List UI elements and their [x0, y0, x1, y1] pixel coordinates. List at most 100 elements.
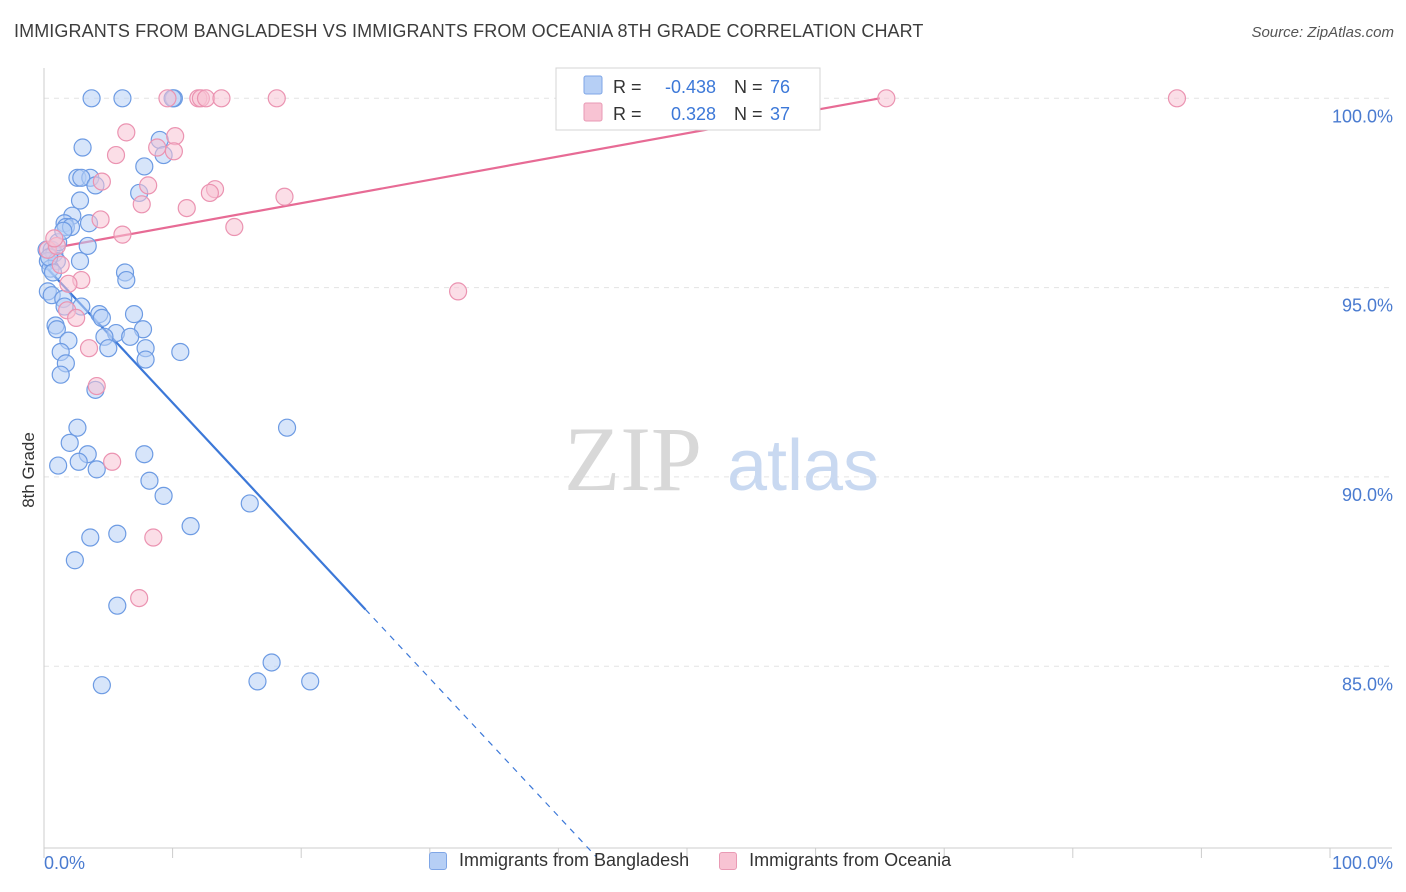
oceania-point: [177, 198, 196, 218]
bangladesh-point: [171, 342, 190, 362]
oceania-point: [164, 142, 183, 161]
bangladesh-point: [78, 236, 97, 256]
bangladesh-point: [68, 418, 87, 437]
stats-r-value-pink: 0.328: [671, 104, 716, 124]
bangladesh-point: [81, 528, 100, 547]
oceania-point: [877, 89, 896, 108]
stats-swatch-blue: [583, 75, 603, 95]
oceania-point: [225, 217, 244, 237]
bangladesh-point: [47, 320, 66, 339]
oceania-point: [59, 274, 78, 293]
oceania-point: [139, 176, 158, 195]
oceania-point: [67, 308, 86, 328]
bangladesh-point: [135, 445, 154, 464]
oceania-point: [51, 255, 70, 274]
bangladesh-point: [135, 157, 154, 176]
bangladesh-point: [70, 191, 90, 210]
bangladesh-point: [92, 308, 111, 328]
bangladesh-point: [248, 672, 267, 691]
stats-box: R = -0.438 N = 76 R = 0.328 N = 37: [555, 67, 821, 131]
oceania-point: [144, 528, 163, 547]
bangladesh-point: [124, 305, 144, 324]
oceania-point: [200, 183, 219, 203]
bangladesh-point: [301, 672, 320, 691]
bangladesh-point: [154, 486, 173, 505]
oceania-point: [158, 89, 177, 108]
bangladesh-trend-extension: [365, 609, 598, 858]
y-tick-label: 90.0%: [1342, 485, 1393, 505]
bangladesh-point: [87, 460, 106, 479]
legend-label-bangladesh: Immigrants from Bangladesh: [459, 850, 690, 870]
legend-label-oceania: Immigrants from Oceania: [749, 850, 952, 870]
stats-n-label-pink: N =: [734, 104, 763, 124]
oceania-point: [106, 145, 126, 165]
y-tick-label: 100.0%: [1332, 106, 1393, 126]
bangladesh-point: [117, 270, 136, 290]
bangladesh-point: [72, 168, 91, 187]
x-tick-label-min: 0.0%: [44, 853, 85, 873]
legend-item-bangladesh: Immigrants from Bangladesh: [429, 850, 689, 871]
bangladesh-point: [69, 452, 88, 471]
axes: [43, 68, 1392, 858]
oceania-point: [92, 172, 111, 191]
oceania-point: [113, 225, 132, 244]
y-axis-label: 8th Grade: [19, 432, 38, 508]
watermark-zip: ZIP: [564, 408, 702, 510]
legend-item-oceania: Immigrants from Oceania: [719, 850, 951, 871]
bangladesh-point: [121, 327, 140, 346]
bangladesh-point: [113, 89, 132, 108]
bangladesh-point: [51, 365, 70, 384]
bangladesh-point: [136, 350, 155, 369]
gridlines: [44, 97, 1392, 667]
oceania-point: [448, 282, 468, 301]
source-credit: Source: ZipAtlas.com: [1251, 24, 1394, 41]
stats-r-label-blue: R =: [613, 77, 642, 97]
y-tick-labels: 100.0% 95.0% 90.0% 85.0%: [1332, 106, 1393, 694]
oceania-point: [103, 452, 122, 471]
oceania-point: [212, 89, 231, 108]
y-tick-label: 95.0%: [1342, 296, 1393, 316]
bangladesh-point: [240, 494, 259, 513]
stats-r-value-blue: -0.438: [665, 77, 716, 97]
bangladesh-point: [73, 138, 92, 157]
bangladesh-point: [99, 339, 118, 358]
bangladesh-point: [65, 551, 84, 570]
stats-swatch-pink: [583, 102, 603, 122]
bangladesh-point: [277, 418, 297, 437]
watermark-atlas: atlas: [727, 426, 879, 506]
bangladesh-point: [108, 524, 127, 543]
x-tick-label-max: 100.0%: [1332, 853, 1393, 873]
oceania-point: [45, 229, 64, 248]
bangladesh-point: [60, 433, 79, 452]
stats-r-label-pink: R =: [613, 104, 642, 124]
oceania-point: [166, 127, 185, 146]
bangladesh-point: [262, 653, 281, 672]
bangladesh-point: [108, 596, 127, 615]
bangladesh-point: [92, 676, 111, 695]
chart-title: IMMIGRANTS FROM BANGLADESH VS IMMIGRANTS…: [14, 21, 924, 41]
stats-n-label-blue: N =: [734, 77, 763, 97]
oceania-point: [132, 195, 151, 214]
bangladesh-point: [181, 517, 200, 536]
oceania-point: [117, 123, 136, 142]
bangladesh-point: [49, 456, 68, 475]
oceania-point: [1167, 89, 1187, 108]
stats-n-value-pink: 37: [770, 104, 790, 124]
oceania-point: [79, 339, 99, 358]
oceania-point: [196, 89, 216, 108]
legend-swatch-pink: [719, 851, 738, 870]
oceania-point: [275, 187, 294, 206]
oceania-point: [91, 210, 110, 229]
bangladesh-point: [82, 89, 101, 108]
legend-swatch-blue: [429, 851, 447, 870]
stats-n-value-blue: 76: [770, 77, 790, 97]
data-points: [37, 89, 1187, 695]
bangladesh-point: [70, 252, 90, 271]
oceania-point: [267, 89, 286, 108]
oceania-point: [87, 376, 106, 396]
legend: Immigrants from Bangladesh Immigrants fr…: [429, 850, 981, 871]
oceania-point: [130, 588, 149, 608]
oceania-point: [148, 138, 167, 157]
bangladesh-point: [140, 471, 159, 490]
